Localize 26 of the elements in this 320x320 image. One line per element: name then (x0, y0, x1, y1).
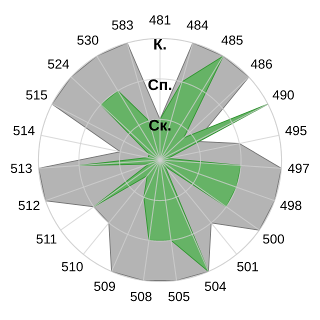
spoke-label: 505 (168, 292, 190, 302)
spoke-label: 509 (94, 282, 116, 291)
spoke-label: 511 (36, 234, 56, 244)
spoke-label: 524 (48, 59, 70, 69)
spoke-label: 498 (280, 200, 302, 210)
spoke-label: 513 (10, 164, 32, 174)
spoke-label: 497 (288, 164, 309, 174)
y-tick-label: Сп. (148, 79, 172, 90)
spoke-label: 530 (77, 35, 98, 45)
spoke-label: 486 (250, 59, 272, 69)
spoke-label: 512 (18, 200, 40, 210)
spoke-label: 514 (13, 126, 35, 136)
spoke-label: 485 (222, 35, 243, 45)
spoke-label: 510 (62, 262, 83, 272)
spoke-label: 583 (112, 20, 133, 30)
y-tick-label: К. (154, 38, 166, 50)
spoke-label: 500 (263, 234, 284, 244)
spoke-label: 508 (130, 292, 152, 302)
spoke-label: 495 (285, 126, 307, 136)
spoke-label: 481 (149, 15, 170, 25)
spoke-label: 515 (26, 90, 48, 100)
spoke-label: 501 (237, 262, 258, 272)
y-tick-label: Ск. (149, 120, 170, 131)
spoke-label: 490 (272, 90, 294, 100)
spoke-label: 504 (204, 282, 226, 291)
spoke-label: 484 (186, 20, 208, 30)
